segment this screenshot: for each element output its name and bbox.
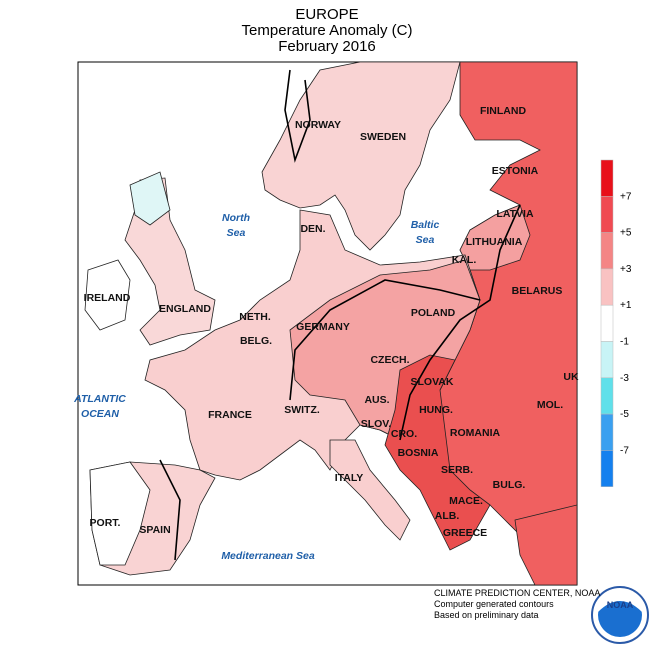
country-label: AUS. [364, 394, 389, 406]
legend-label: -1 [620, 337, 629, 348]
legend-swatch [600, 304, 614, 342]
country-label: UK [563, 371, 579, 383]
country-label: SWEDEN [360, 131, 406, 143]
legend-swatch [600, 268, 614, 306]
legend-label: +5 [620, 228, 632, 239]
legend-swatch [600, 413, 614, 451]
map [77, 61, 578, 586]
legend-swatch [600, 341, 614, 379]
sea-label: OCEAN [81, 408, 119, 420]
country-label: IRELAND [84, 292, 131, 304]
country-label: ITALY [335, 472, 364, 484]
country-label: BULG. [493, 479, 526, 491]
legend-label: +7 [620, 191, 632, 202]
country-label: BELG. [240, 335, 272, 347]
sea-label: North [222, 212, 250, 224]
noaa-logo: NOAA [591, 586, 649, 644]
country-label: CRO. [391, 428, 417, 440]
country-label: DEN. [300, 223, 325, 235]
sea-label: ATLANTIC [73, 393, 126, 405]
sea-label: Sea [416, 234, 435, 246]
country-label: ROMANIA [450, 427, 501, 439]
country-label: SLOVAK [411, 376, 454, 388]
country-label: SLOV. [361, 418, 392, 430]
land [84, 259, 131, 331]
country-label: SPAIN [139, 524, 170, 536]
contour [289, 279, 481, 401]
country-label: HUNG. [419, 404, 453, 416]
country-label: SERB. [441, 464, 473, 476]
land [261, 62, 461, 251]
country-label: FINLAND [480, 105, 526, 117]
country-label: BELARUS [512, 285, 563, 297]
country-label: MACE. [449, 495, 483, 507]
sea-label: Baltic [411, 219, 440, 231]
land [514, 504, 577, 585]
legend-label: -3 [620, 373, 629, 384]
land [384, 354, 491, 551]
land [129, 171, 171, 226]
country-label: PORT. [90, 517, 121, 529]
legend-label: +1 [620, 300, 632, 311]
legend-swatch [600, 196, 614, 233]
land [89, 461, 151, 566]
legend-swatch [600, 377, 614, 415]
country-label: LATVIA [496, 208, 534, 220]
legend-label: -5 [620, 409, 629, 420]
title: EUROPE [295, 6, 358, 23]
country-label: ESTONIA [492, 165, 539, 177]
country-label: NETH. [239, 311, 271, 323]
contour [284, 69, 311, 163]
legend-label: +3 [620, 264, 632, 275]
country-label: CZECH. [370, 354, 409, 366]
contour [159, 459, 181, 561]
country-label: NORWAY [295, 119, 341, 131]
legend-swatch [600, 232, 614, 270]
credit-text: Computer generated contours [434, 599, 554, 609]
subtitle: Temperature Anomaly (C) [242, 22, 413, 39]
country-label: LITHUANIA [466, 236, 523, 248]
country-label: FRANCE [208, 409, 252, 421]
sea-label: Mediterranean Sea [221, 550, 315, 562]
country-label: KAL. [452, 254, 477, 266]
legend-swatch [600, 450, 614, 487]
legend-label: -7 [620, 445, 629, 456]
country-label: BOSNIA [398, 447, 439, 459]
country-label: MOL. [537, 399, 563, 411]
date: February 2016 [278, 38, 376, 55]
country-label: POLAND [411, 307, 456, 319]
legend: +7 +5 +3 +1 -1 -3 -5 -7 [600, 159, 632, 487]
credit-text: CLIMATE PREDICTION CENTER, NOAA [434, 588, 600, 598]
country-label: ENGLAND [159, 303, 211, 315]
sea-label: Sea [227, 227, 246, 239]
country-label: SWITZ. [284, 404, 320, 416]
svg-text:NOAA: NOAA [607, 600, 634, 610]
country-label: ALB. [435, 510, 460, 522]
land [329, 439, 411, 541]
legend-swatch [600, 159, 614, 197]
credit-text: Based on preliminary data [434, 610, 539, 620]
country-label: GERMANY [296, 321, 350, 333]
map-labels: NORWAY SWEDEN FINLAND ESTONIA LATVIA LITHUANI… [73, 105, 579, 562]
contour [399, 204, 521, 441]
country-label: GREECE [443, 527, 487, 539]
